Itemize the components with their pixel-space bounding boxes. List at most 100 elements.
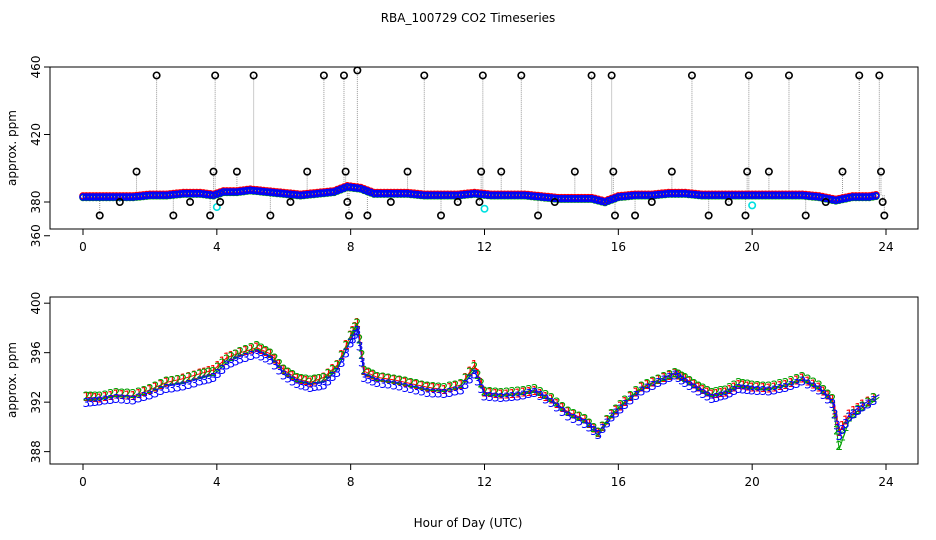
series-2-point: 2 <box>271 352 279 366</box>
series-2-point: 2 <box>302 373 310 387</box>
series-1-point: 1 <box>810 377 818 391</box>
series-2-point: 2 <box>333 359 341 373</box>
top-base-point <box>209 191 218 200</box>
series-1-point: 1 <box>157 378 165 392</box>
series-2-point: 2 <box>782 376 790 390</box>
series-1-point: 1 <box>644 378 652 392</box>
series-2-point: 2 <box>481 385 489 399</box>
series-1-point: 1 <box>135 387 143 401</box>
series-3-point: 3 <box>293 377 301 391</box>
series-2-point: 2 <box>594 425 602 439</box>
series-3-point: 3 <box>307 381 315 395</box>
series-3-point: 3 <box>671 369 679 383</box>
series-2-point: 2 <box>586 416 594 430</box>
series-1-point: 1 <box>681 372 689 386</box>
top-outlier-point <box>477 167 486 176</box>
top-outlier-point <box>363 211 372 220</box>
series-2-point: 2 <box>708 386 716 400</box>
series-1-point: 1 <box>298 373 306 387</box>
series-2-point: 2 <box>407 376 415 390</box>
top-y-tick-label-420: 420 <box>29 123 43 146</box>
series-2-point: 2 <box>347 329 355 343</box>
series-1-point: 1 <box>466 365 474 379</box>
series-2-point: 2 <box>477 376 485 390</box>
top-outlier-point <box>437 211 446 220</box>
series-1-point: 1 <box>342 338 350 352</box>
series-2-point: 2 <box>704 384 712 398</box>
series-2-point: 2 <box>232 348 240 362</box>
series-3-point: 3 <box>678 374 686 388</box>
series-2-point: 2 <box>486 385 494 399</box>
series-3-point: 3 <box>748 383 756 397</box>
series-1-point: 1 <box>850 404 858 418</box>
series-1-point: 1 <box>586 417 594 431</box>
series-3-point: 3 <box>586 421 594 435</box>
top-outlier-point <box>878 198 887 207</box>
series-2-point: 2 <box>859 399 867 413</box>
series-2-point: 2 <box>180 372 188 386</box>
series-2-point: 2 <box>248 341 256 355</box>
series-1-point: 1 <box>163 375 171 389</box>
series-3-point: 3 <box>503 390 511 404</box>
series-1-point: 1 <box>369 368 377 382</box>
top-cyan-point <box>748 201 757 210</box>
series-2-point: 2 <box>96 390 104 404</box>
series-1-point: 1 <box>831 403 839 417</box>
series-2-point: 2 <box>748 378 756 392</box>
series-1-point: 1 <box>185 370 193 384</box>
series-1-point: 1 <box>338 348 346 362</box>
series-3-point: 3 <box>627 394 635 408</box>
series-2-point: 2 <box>603 413 611 427</box>
series-2-point: 2 <box>201 366 209 380</box>
series-1-point: 1 <box>839 419 847 433</box>
series-2-point: 2 <box>289 368 297 382</box>
series-3-point: 3 <box>713 391 721 405</box>
series-1-point: 1 <box>525 385 533 399</box>
series-2-point: 2 <box>731 378 739 392</box>
series-1-point: 1 <box>293 372 301 386</box>
series-1-point: 1 <box>864 394 872 408</box>
series-2-point: 2 <box>525 383 533 397</box>
top-base-point <box>872 192 880 200</box>
top-axes: 0 4 8 12 16 20 24 360 380 420 460 <box>29 56 894 254</box>
series-1-point: 1 <box>311 374 319 388</box>
series-2-point: 2 <box>638 380 646 394</box>
series-1-point: 1 <box>690 377 698 391</box>
series-2-point: 2 <box>759 379 767 393</box>
series-2-point: 2 <box>349 325 357 339</box>
series-2-point: 2 <box>191 369 199 383</box>
series-1-point: 1 <box>365 366 373 380</box>
top-outlier-point <box>453 198 462 207</box>
series-2-point: 2 <box>196 367 204 381</box>
series-3-point: 3 <box>717 390 725 404</box>
series-3-point: 3 <box>96 395 104 409</box>
series-3-point: 3 <box>833 418 841 432</box>
top-base-point <box>587 194 596 203</box>
top-outlier-point <box>343 198 352 207</box>
series-3-point: 3 <box>185 378 193 392</box>
series-3-point: 3 <box>704 390 712 404</box>
series-3-point: 3 <box>815 383 823 397</box>
series-2-point: 2 <box>799 370 807 384</box>
series-2-point: 2 <box>129 387 137 401</box>
series-2-point: 2 <box>396 374 404 388</box>
series-1-point: 1 <box>232 347 240 361</box>
series-2-point: 2 <box>810 376 818 390</box>
series-2-point: 2 <box>655 372 663 386</box>
series-3-point: 3 <box>708 392 716 406</box>
series-3-point: 3 <box>385 378 393 392</box>
series-1-point: 1 <box>441 383 449 397</box>
series-3-point: 3 <box>726 386 734 400</box>
top-outlier-point <box>821 198 830 207</box>
series-1-point: 1 <box>649 375 657 389</box>
series-2-point: 2 <box>787 374 795 388</box>
bottom-series-lines <box>86 321 880 450</box>
series-3-point: 3 <box>429 386 437 400</box>
series-1-point: 1 <box>617 399 625 413</box>
top-outlier-point <box>744 71 753 80</box>
series-2-point: 2 <box>219 357 227 371</box>
series-2-point: 2 <box>660 370 668 384</box>
series-2-point: 2 <box>369 368 377 382</box>
top-outlier-point <box>206 211 215 220</box>
